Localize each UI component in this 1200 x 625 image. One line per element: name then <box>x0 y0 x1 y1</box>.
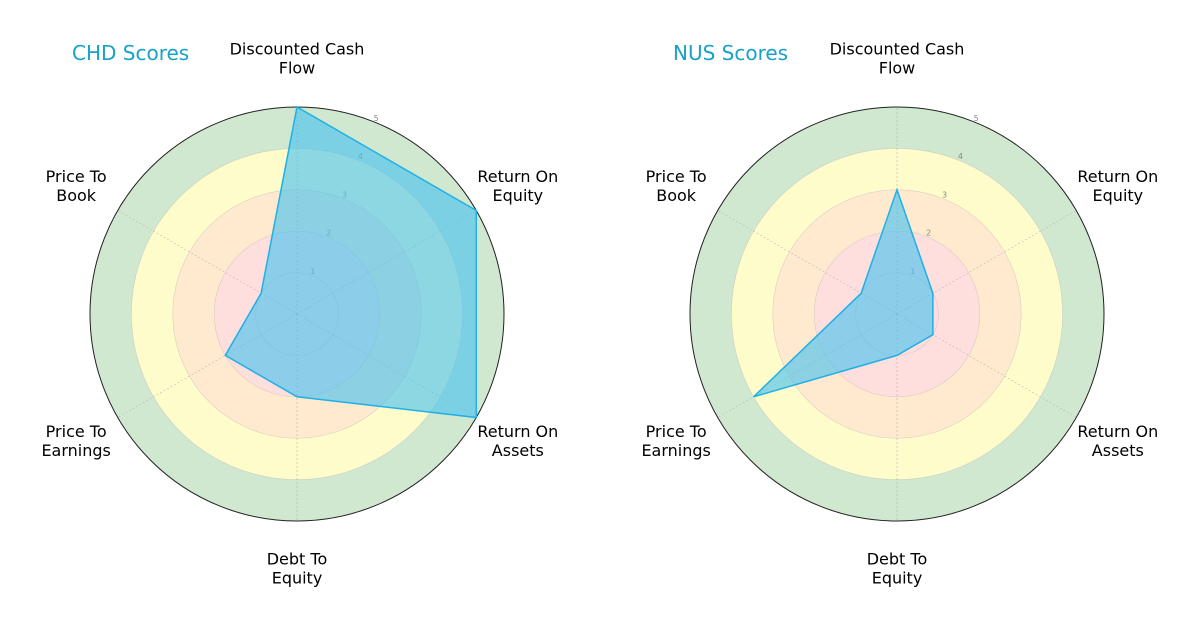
axis-label-line: Equity <box>872 569 923 588</box>
axis-label-line: Price To <box>646 167 707 186</box>
chart-title: CHD Scores <box>72 41 189 65</box>
grid-spoke <box>117 210 298 315</box>
axis-label-line: Assets <box>1092 441 1144 460</box>
axis-label-line: Book <box>656 186 697 205</box>
radial-tick-label: 2 <box>926 229 931 238</box>
grid-spoke <box>896 313 1077 418</box>
axis-label-line: Price To <box>646 422 707 441</box>
radial-tick-label: 5 <box>974 114 979 123</box>
axis-label-line: Return On <box>477 167 558 186</box>
series-area <box>224 105 478 419</box>
axis-label-line: Equity <box>493 186 544 205</box>
axis-label-line: Equity <box>1093 186 1144 205</box>
axis-label-line: Flow <box>879 59 916 78</box>
axis-label: Return On Assets <box>477 422 558 460</box>
chd-radar-panel: CHD Scores 12345Discounted CashFlowRetur… <box>41 40 558 588</box>
axis-label-line: Return On <box>1077 422 1158 441</box>
grid-spoke <box>717 210 898 315</box>
axis-label-line: Earnings <box>41 441 110 460</box>
axis-label-line: Debt To <box>267 550 328 569</box>
grid-spoke <box>717 313 898 418</box>
grid-spoke <box>117 313 298 418</box>
axis-label-line: Flow <box>279 59 316 78</box>
nus-radar-panel: NUS Scores 12345Discounted CashFlowRetur… <box>641 40 1158 588</box>
axis-label: Return On Equity <box>1077 167 1158 205</box>
axis-label-line: Assets <box>492 441 544 460</box>
axis-label: Price To Earnings <box>641 422 710 460</box>
axis-label: Debt To Equity <box>867 550 928 588</box>
axis-label-line: Debt To <box>867 550 928 569</box>
axis-label-line: Return On <box>477 422 558 441</box>
axis-label: Price To Earnings <box>41 422 110 460</box>
radial-tick-label: 5 <box>374 114 379 123</box>
axis-label: Discounted Cash Flow <box>230 40 365 78</box>
axis-label-line: Price To <box>46 422 107 441</box>
axis-label: Discounted Cash Flow <box>830 40 965 78</box>
axis-label: Return On Equity <box>477 167 558 205</box>
axis-label: Price To Book <box>646 167 707 205</box>
axis-label-line: Return On <box>1077 167 1158 186</box>
series-area <box>753 187 934 398</box>
axis-label-line: Book <box>56 186 97 205</box>
axis-label: Price To Book <box>46 167 107 205</box>
axis-label: Return On Assets <box>1077 422 1158 460</box>
axis-label-line: Discounted Cash <box>230 40 365 59</box>
chart-title: NUS Scores <box>673 41 788 65</box>
radial-tick-label: 4 <box>958 152 963 161</box>
radial-tick-label: 3 <box>942 190 947 199</box>
axis-label-line: Earnings <box>641 441 710 460</box>
axis-label: Debt To Equity <box>267 550 328 588</box>
outer-ring <box>689 106 1105 522</box>
axis-label-line: Equity <box>272 569 323 588</box>
axis-label-line: Discounted Cash <box>830 40 965 59</box>
axis-label-line: Price To <box>46 167 107 186</box>
grid-spoke <box>896 210 1077 315</box>
